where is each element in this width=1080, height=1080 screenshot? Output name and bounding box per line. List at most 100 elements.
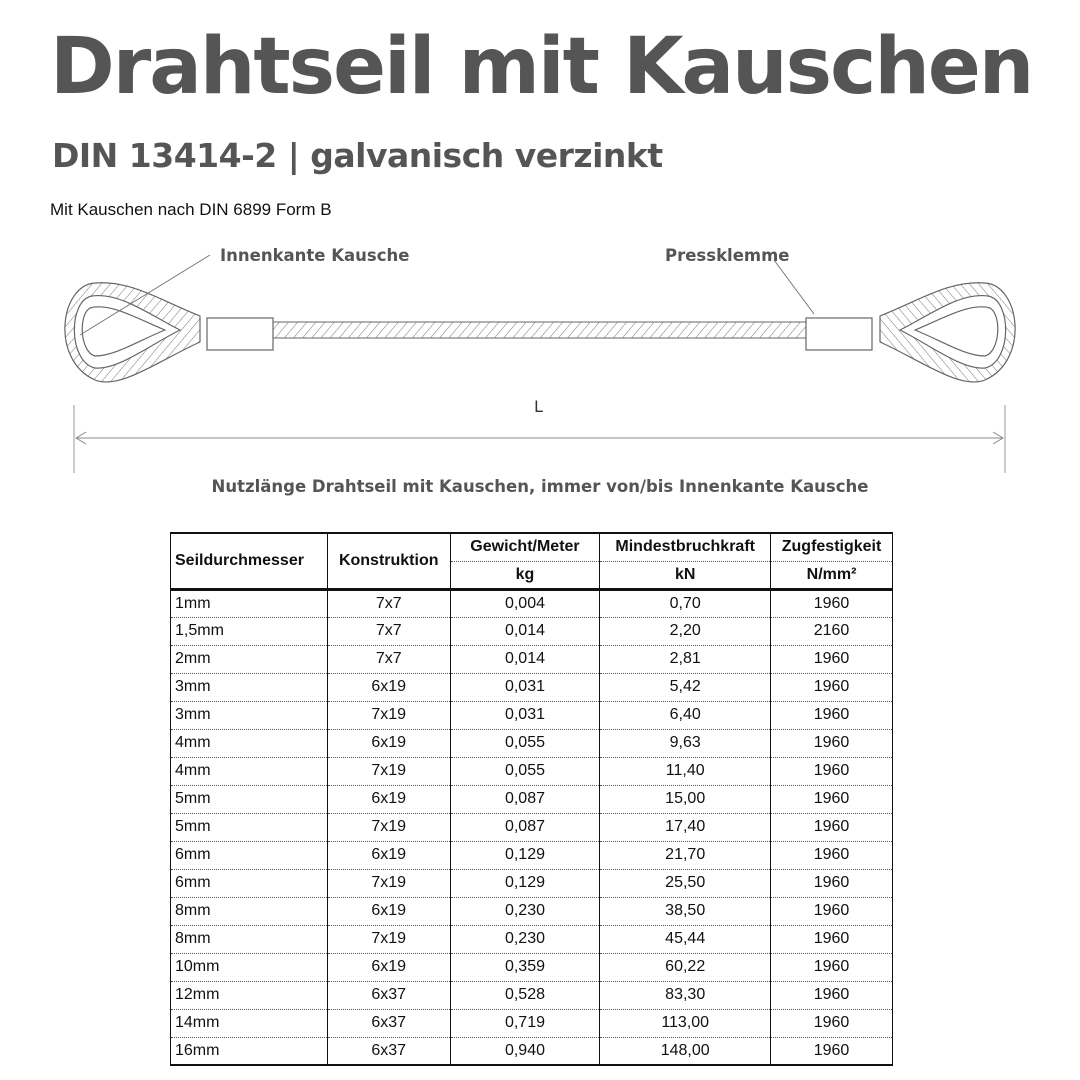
table-cell: 1960 (770, 925, 893, 954)
table-cell: 6x19 (326, 673, 451, 702)
table-cell: 6x19 (326, 785, 451, 814)
table-cell: 0,055 (449, 729, 601, 758)
table-cell: 0,055 (449, 757, 601, 786)
table-cell: 1960 (770, 841, 893, 870)
left-thimble (64, 282, 201, 383)
table-cell: 6x19 (326, 953, 451, 982)
table-row: 2mm 7x7 0,014 2,81 1960 (170, 645, 893, 674)
label-innenkante: Innenkante Kausche (220, 246, 409, 265)
table-cell: 1960 (770, 589, 893, 618)
standard-note: Mit Kauschen nach DIN 6899 Form B (50, 200, 332, 219)
specs-table-body: 1mm 7x7 0,004 0,70 1960 1,5mm 7x7 0,014 2,20 2160… (170, 589, 893, 1066)
table-cell: 0,014 (449, 617, 601, 646)
table-cell: 7x19 (326, 757, 451, 786)
table-row: 6mm 7x19 0,129 25,50 1960 (170, 869, 893, 898)
table-cell: 0,528 (449, 981, 601, 1010)
page-subtitle: DIN 13414-2 | galvanisch verzinkt (52, 136, 663, 175)
table-cell: 1,5mm (170, 617, 328, 646)
table-cell: 1960 (770, 869, 893, 898)
unit-kn: kN (599, 560, 772, 591)
table-cell: 7x7 (326, 589, 451, 618)
rope (269, 321, 811, 339)
right-thimble (879, 282, 1016, 383)
header-zugfestigkeit: Zugfestigkeit (770, 532, 893, 561)
table-row: 4mm 7x19 0,055 11,40 1960 (170, 757, 893, 786)
table-cell: 3mm (170, 673, 328, 702)
table-cell: 0,129 (449, 869, 601, 898)
table-cell: 6mm (170, 869, 328, 898)
table-row: 8mm 7x19 0,230 45,44 1960 (170, 925, 893, 954)
table-cell: 4mm (170, 757, 328, 786)
wire-rope-diagram: Innenkante Kausche Pressklemme L (64, 246, 1016, 473)
table-row: 3mm 7x19 0,031 6,40 1960 (170, 701, 893, 730)
table-cell: 6mm (170, 841, 328, 870)
table-row: 16mm 6x37 0,940 148,00 1960 (170, 1037, 893, 1066)
unit-nmm2: N/mm² (770, 560, 893, 591)
table-cell: 6,40 (599, 701, 772, 730)
table-row: 1mm 7x7 0,004 0,70 1960 (170, 589, 893, 618)
table-row: 10mm 6x19 0,359 60,22 1960 (170, 953, 893, 982)
table-cell: 0,087 (449, 785, 601, 814)
table-cell: 6x37 (326, 981, 451, 1010)
table-cell: 2160 (770, 617, 893, 646)
table-cell: 5mm (170, 785, 328, 814)
table-cell: 0,031 (449, 673, 601, 702)
table-cell: 4mm (170, 729, 328, 758)
table-cell: 1960 (770, 981, 893, 1010)
table-cell: 60,22 (599, 953, 772, 982)
dimension-arrowheads (75, 431, 1004, 445)
table-cell: 0,70 (599, 589, 772, 618)
table-cell: 83,30 (599, 981, 772, 1010)
table-cell: 38,50 (599, 897, 772, 926)
table-cell: 113,00 (599, 1009, 772, 1038)
table-row: 1,5mm 7x7 0,014 2,20 2160 (170, 617, 893, 646)
right-ferrule (805, 317, 873, 351)
table-cell: 3mm (170, 701, 328, 730)
table-cell: 0,004 (449, 589, 601, 618)
page-title: Drahtseil mit Kauschen (50, 22, 1034, 112)
header-bruchkraft: Mindestbruchkraft (599, 532, 772, 561)
table-cell: 10mm (170, 953, 328, 982)
table-cell: 7x19 (326, 701, 451, 730)
table-cell: 14mm (170, 1009, 328, 1038)
table-row: 6mm 6x19 0,129 21,70 1960 (170, 841, 893, 870)
table-cell: 1960 (770, 785, 893, 814)
table-cell: 0,230 (449, 897, 601, 926)
table-cell: 7x19 (326, 813, 451, 842)
table-cell: 0,359 (449, 953, 601, 982)
table-cell: 11,40 (599, 757, 772, 786)
table-cell: 6x19 (326, 841, 451, 870)
table-row: 3mm 6x19 0,031 5,42 1960 (170, 673, 893, 702)
table-cell: 6x37 (326, 1037, 451, 1066)
table-cell: 25,50 (599, 869, 772, 898)
table-cell: 45,44 (599, 925, 772, 954)
table-cell: 8mm (170, 897, 328, 926)
table-cell: 2mm (170, 645, 328, 674)
table-cell: 7x19 (326, 869, 451, 898)
unit-kg: kg (449, 560, 601, 591)
table-cell: 148,00 (599, 1037, 772, 1066)
callout-line-right (773, 259, 815, 315)
table-cell: 6x19 (326, 897, 451, 926)
length-label: L (534, 397, 543, 416)
header-konstruktion: Konstruktion (326, 532, 451, 591)
table-row: 14mm 6x37 0,719 113,00 1960 (170, 1009, 893, 1038)
table-cell: 6x37 (326, 1009, 451, 1038)
table-cell: 7x7 (326, 617, 451, 646)
left-ferrule (206, 317, 274, 351)
table-cell: 9,63 (599, 729, 772, 758)
table-cell: 1mm (170, 589, 328, 618)
header-gewicht: Gewicht/Meter (449, 532, 601, 561)
table-cell: 15,00 (599, 785, 772, 814)
table-cell: 21,70 (599, 841, 772, 870)
table-cell: 1960 (770, 673, 893, 702)
table-cell: 1960 (770, 953, 893, 982)
table-cell: 1960 (770, 729, 893, 758)
table-cell: 7x7 (326, 645, 451, 674)
table-cell: 7x19 (326, 925, 451, 954)
specs-table: Seildurchmesser Konstruktion Gewicht/Met… (170, 532, 893, 1066)
table-row: 8mm 6x19 0,230 38,50 1960 (170, 897, 893, 926)
callout-line-left (79, 254, 211, 336)
table-cell: 0,087 (449, 813, 601, 842)
table-cell: 6x19 (326, 729, 451, 758)
